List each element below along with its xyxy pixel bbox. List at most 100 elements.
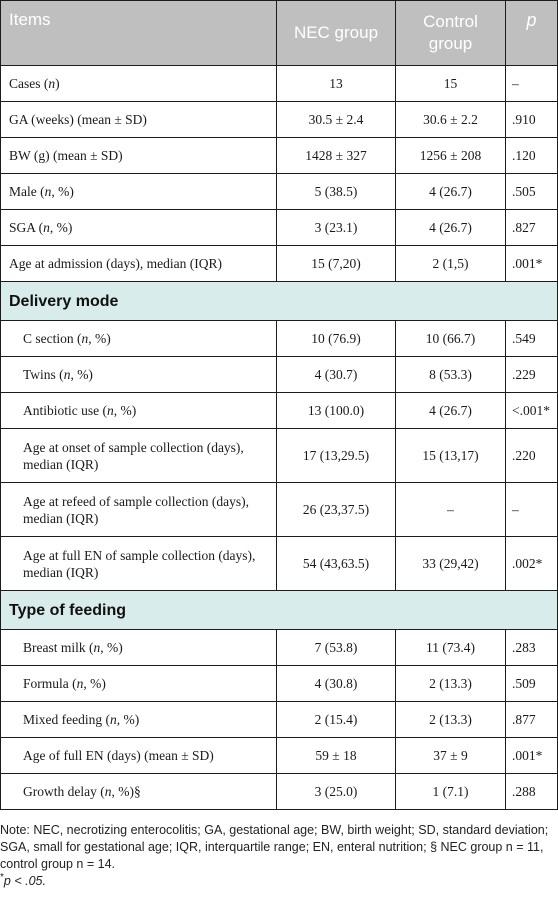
row-label: Antibiotic use (n, %) (0, 392, 277, 429)
control-value: 4 (26.7) (395, 392, 506, 429)
control-value: 30.6 ± 2.2 (395, 101, 506, 138)
control-value: 2 (13.3) (395, 665, 506, 702)
row-label: SGA (n, %) (0, 209, 277, 246)
table-footnote: Note: NEC, necrotizing enterocolitis; GA… (0, 822, 552, 890)
row-label: Age of full EN (days) (mean ± SD) (0, 737, 277, 774)
nec-value: 17 (13,29.5) (276, 428, 396, 483)
table-row: Breast milk (n, %) 7 (53.8) 11 (73.4) .283 (0, 629, 558, 666)
control-value: 1256 ± 208 (395, 137, 506, 174)
control-value: 2 (1,5) (395, 245, 506, 282)
table-row: Cases (n) 13 15– (0, 65, 558, 102)
row-label: BW (g) (mean ± SD) (0, 137, 277, 174)
table-row: Age at refeed of sample collection (days… (0, 482, 558, 537)
footnote-star: * (0, 871, 4, 883)
footnote-significance: *p < .05. (0, 871, 552, 890)
p-value: .288 (505, 773, 558, 810)
table-row: Age at admission (days), median (IQR) 15 … (0, 245, 558, 282)
table-row: Age at onset of sample collection (days)… (0, 428, 558, 483)
table-row: Age of full EN (days) (mean ± SD) 59 ± 18… (0, 737, 558, 774)
control-value: 4 (26.7) (395, 173, 506, 210)
control-value: 8 (53.3) (395, 356, 506, 393)
table-row: GA (weeks) (mean ± SD) 30.5 ± 2.4 30.6 ± 2… (0, 101, 558, 138)
row-label: Formula (n, %) (0, 665, 277, 702)
p-value: .001* (505, 245, 558, 282)
characteristics-table: Items NEC group Control group p Cases (n… (0, 0, 558, 810)
row-label: Cases (n) (0, 65, 277, 102)
p-value: .509 (505, 665, 558, 702)
table-row: SGA (n, %) 3 (23.1) 4 (26.7) .827 (0, 209, 558, 246)
control-value: 1 (7.1) (395, 773, 506, 810)
table-row: C section (n, %) 10 (76.9) 10 (66.7) .549 (0, 320, 558, 357)
table-row: Mixed feeding (n, %) 2 (15.4) 2 (13.3) .877 (0, 701, 558, 738)
control-value: 33 (29,42) (395, 536, 506, 591)
nec-value: 30.5 ± 2.4 (276, 101, 396, 138)
p-value: .001* (505, 737, 558, 774)
table-row: Growth delay (n, %)§ 3 (25.0) 1 (7.1) .288 (0, 773, 558, 810)
control-value: 15 (13,17) (395, 428, 506, 483)
row-label: Age at admission (days), median (IQR) (0, 245, 277, 282)
row-label: Age at refeed of sample collection (days… (0, 482, 277, 537)
table-row: Age at full EN of sample collection (day… (0, 536, 558, 591)
table-body: Cases (n) 13 15– GA (weeks) (mean ± SD) 30.5… (0, 65, 558, 810)
table-row: Antibiotic use (n, %) 13 (100.0) 4 (26.7) <… (0, 392, 558, 429)
section-title: Type of feeding (0, 590, 558, 630)
footnote-significance-text: p < .05. (3, 874, 46, 888)
nec-value: 2 (15.4) (276, 701, 396, 738)
nec-value: 4 (30.7) (276, 356, 396, 393)
table-header-row: Items NEC group Control group p (0, 0, 558, 66)
header-control-group: Control group (395, 0, 506, 66)
row-label: Age at full EN of sample collection (day… (0, 536, 277, 591)
p-value: .002* (505, 536, 558, 591)
nec-value: 3 (25.0) (276, 773, 396, 810)
row-label: Breast milk (n, %) (0, 629, 277, 666)
nec-value: 26 (23,37.5) (276, 482, 396, 537)
control-value: 37 ± 9 (395, 737, 506, 774)
row-label: Age at onset of sample collection (days)… (0, 428, 277, 483)
row-label: Growth delay (n, %)§ (0, 773, 277, 810)
row-label: GA (weeks) (mean ± SD) (0, 101, 277, 138)
control-value: 10 (66.7) (395, 320, 506, 357)
p-value: .827 (505, 209, 558, 246)
nec-value: 3 (23.1) (276, 209, 396, 246)
row-label: Male (n, %) (0, 173, 277, 210)
control-value: 15 (395, 65, 506, 102)
nec-value: 13 (100.0) (276, 392, 396, 429)
p-value: .220 (505, 428, 558, 483)
section-title: Delivery mode (0, 281, 558, 321)
row-label: C section (n, %) (0, 320, 277, 357)
footnote-abbreviations: Note: NEC, necrotizing enterocolitis; GA… (0, 823, 549, 871)
nec-value: 59 ± 18 (276, 737, 396, 774)
table-row: Twins (n, %) 4 (30.7) 8 (53.3) .229 (0, 356, 558, 393)
p-value: – (505, 65, 558, 102)
p-value: .910 (505, 101, 558, 138)
p-value: – (505, 482, 558, 537)
nec-value: 1428 ± 327 (276, 137, 396, 174)
nec-value: 13 (276, 65, 396, 102)
p-value: .283 (505, 629, 558, 666)
header-items: Items (0, 0, 277, 66)
nec-value: 7 (53.8) (276, 629, 396, 666)
control-value: – (395, 482, 506, 537)
control-value: 2 (13.3) (395, 701, 506, 738)
p-value: .877 (505, 701, 558, 738)
section-row: Delivery mode (0, 281, 558, 321)
p-value: .549 (505, 320, 558, 357)
p-value: .505 (505, 173, 558, 210)
nec-value: 54 (43,63.5) (276, 536, 396, 591)
p-value: <.001* (505, 392, 558, 429)
p-value: .120 (505, 137, 558, 174)
nec-value: 5 (38.5) (276, 173, 396, 210)
control-value: 4 (26.7) (395, 209, 506, 246)
row-label: Twins (n, %) (0, 356, 277, 393)
control-value: 11 (73.4) (395, 629, 506, 666)
nec-value: 15 (7,20) (276, 245, 396, 282)
table-row: BW (g) (mean ± SD) 1428 ± 327 1256 ± 208.1… (0, 137, 558, 174)
nec-value: 10 (76.9) (276, 320, 396, 357)
table-row: Male (n, %) 5 (38.5) 4 (26.7) .505 (0, 173, 558, 210)
header-nec-group: NEC group (276, 0, 396, 66)
section-row: Type of feeding (0, 590, 558, 630)
header-p-value: p (505, 0, 558, 66)
p-value: .229 (505, 356, 558, 393)
nec-value: 4 (30.8) (276, 665, 396, 702)
table-row: Formula (n, %) 4 (30.8) 2 (13.3) .509 (0, 665, 558, 702)
